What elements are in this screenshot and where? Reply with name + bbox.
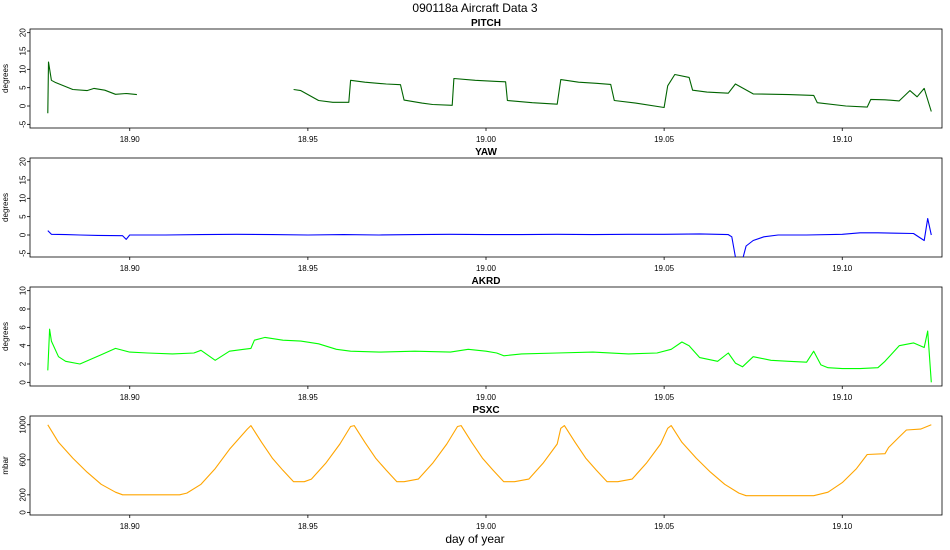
y-tick-label: -5 (19, 249, 28, 257)
panel-title: PITCH (471, 18, 501, 29)
x-tick-label: 18.95 (298, 393, 319, 402)
y-tick-label: 4 (19, 343, 28, 348)
y-tick-label: 0 (19, 510, 28, 515)
x-tick-label: 19.00 (476, 522, 497, 531)
y-tick-label: 8 (19, 306, 28, 311)
y-tick-label: 600 (19, 453, 28, 467)
x-tick-label: 19.00 (476, 393, 497, 402)
y-tick-label: 1000 (19, 415, 28, 433)
series-line-pitch (47, 61, 932, 114)
x-tick-label: 19.10 (832, 522, 853, 531)
x-tick-label: 18.90 (120, 522, 141, 531)
plot-frame (29, 286, 943, 387)
y-tick-label: 20 (19, 157, 28, 166)
x-axis-label: day of year (445, 532, 504, 546)
x-tick-label: 18.95 (298, 522, 319, 531)
x-tick-label: 19.10 (832, 264, 853, 273)
series-line-psxc (47, 424, 932, 497)
x-tick-label: 18.90 (120, 393, 141, 402)
x-tick-label: 19.05 (654, 522, 675, 531)
panel-title: YAW (475, 147, 497, 158)
y-axis-label: mbar (1, 456, 10, 475)
y-axis-label: degrees (1, 64, 10, 93)
y-axis-label: degrees (1, 193, 10, 222)
y-tick-label: 0 (19, 103, 28, 108)
series-line-akrd (47, 328, 932, 383)
y-tick-label: -5 (19, 120, 28, 128)
x-tick-label: 19.10 (832, 135, 853, 144)
x-tick-label: 18.90 (120, 135, 141, 144)
panel-psxc: PSXC mbar 0 200 600 1000 18.90 18.95 19.00 19.05 1… (1, 405, 943, 531)
panel-title: AKRD (472, 276, 501, 287)
series-line-yaw (47, 217, 932, 257)
y-tick-label: 10 (19, 193, 28, 202)
x-tick-label: 19.10 (832, 393, 853, 402)
x-tick-label: 19.05 (654, 393, 675, 402)
plot-frame (29, 415, 943, 516)
y-tick-label: 10 (19, 286, 28, 295)
y-tick-label: 15 (19, 46, 28, 55)
panel-pitch: PITCH degrees -5 0 5 10 15 20 18.90 18.95 19.00 19.… (1, 18, 943, 144)
panel-yaw: YAW degrees -5 0 5 10 15 20 18.90 18.95 19.00 19.05… (1, 147, 943, 273)
y-tick-label: 10 (19, 64, 28, 73)
y-tick-label: 15 (19, 175, 28, 184)
y-tick-label: 5 (19, 85, 28, 90)
x-tick-label: 18.95 (298, 264, 319, 273)
plot-frame (29, 28, 943, 129)
x-tick-label: 18.90 (120, 264, 141, 273)
y-tick-label: 200 (19, 488, 28, 502)
y-tick-label: 0 (19, 232, 28, 237)
figure-title: 090118a Aircraft Data 3 (412, 1, 538, 15)
x-tick-label: 18.95 (298, 135, 319, 144)
x-tick-label: 19.05 (654, 135, 675, 144)
plot-frame (29, 157, 943, 258)
y-axis-label: degrees (1, 322, 10, 351)
panel-title: PSXC (472, 405, 499, 416)
x-tick-label: 19.00 (476, 264, 497, 273)
x-tick-label: 19.00 (476, 135, 497, 144)
y-tick-label: 20 (19, 28, 28, 37)
x-tick-label: 19.05 (654, 264, 675, 273)
y-tick-label: 6 (19, 325, 28, 330)
y-tick-label: 2 (19, 361, 28, 366)
y-tick-label: 0 (19, 380, 28, 385)
panel-akrd: AKRD degrees 0 2 4 6 8 10 18.90 18.95 19.00 19.05 19… (1, 276, 943, 402)
y-tick-label: 5 (19, 214, 28, 219)
